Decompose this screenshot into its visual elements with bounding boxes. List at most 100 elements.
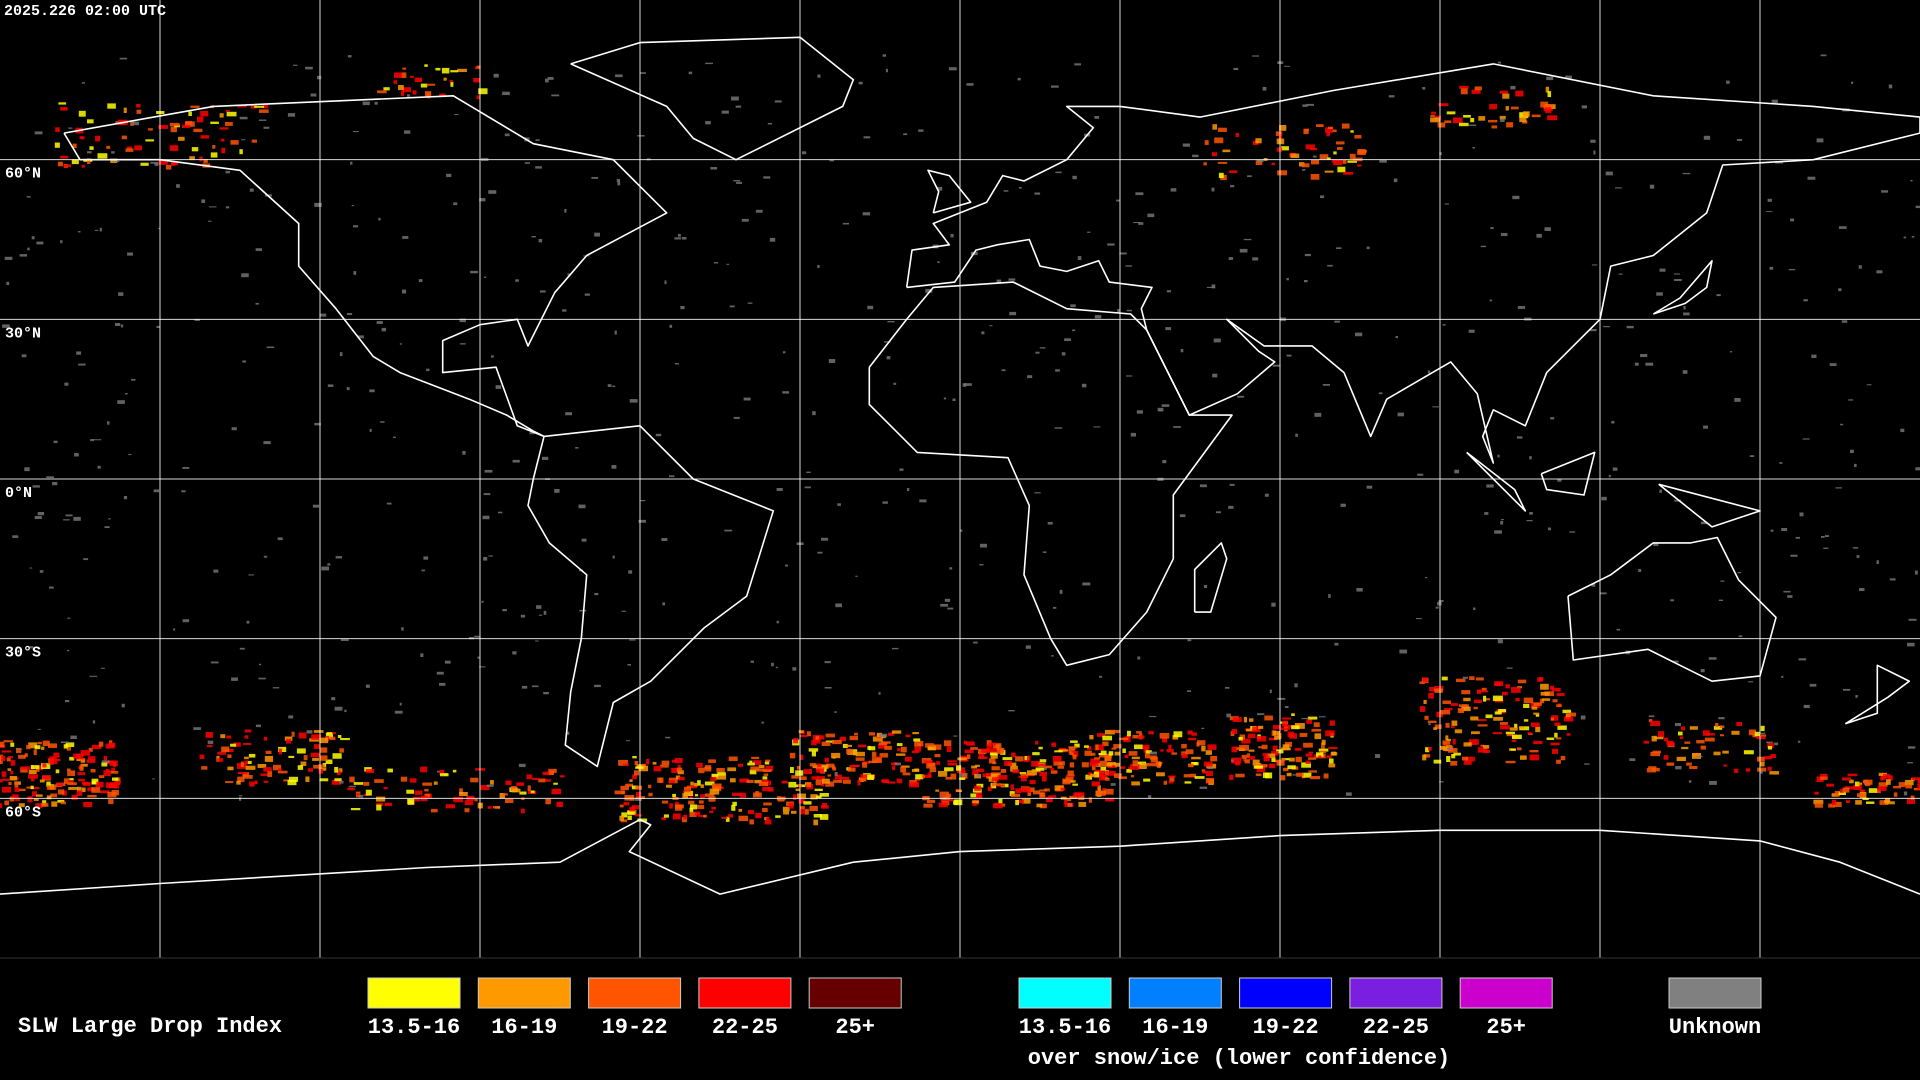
unknown-speck xyxy=(1157,407,1164,412)
unknown-speck xyxy=(520,614,526,618)
cloud-speck xyxy=(855,751,865,757)
cloud-speck xyxy=(264,755,274,762)
unknown-speck xyxy=(1314,412,1322,417)
unknown-speck xyxy=(255,302,259,305)
unknown-speck xyxy=(821,537,829,541)
cloud-speck xyxy=(287,780,297,786)
cloud-speck xyxy=(1471,89,1481,94)
cloud-speck xyxy=(67,770,76,776)
unknown-speck xyxy=(817,265,820,268)
unknown-speck xyxy=(966,83,974,86)
cloud-speck xyxy=(1027,770,1037,776)
cloud-speck xyxy=(716,768,725,773)
cloud-speck xyxy=(499,793,505,799)
unknown-speck xyxy=(193,727,202,730)
cloud-speck xyxy=(1834,801,1842,808)
cloud-speck xyxy=(1684,741,1691,744)
cloud-speck xyxy=(1311,728,1322,732)
cloud-speck xyxy=(804,808,809,815)
cloud-speck xyxy=(1816,776,1824,783)
cloud-speck xyxy=(1099,774,1106,781)
cloud-speck xyxy=(1505,731,1515,735)
cloud-speck xyxy=(41,802,49,807)
cloud-speck xyxy=(976,768,985,773)
cloud-speck xyxy=(990,773,1000,780)
cloud-speck xyxy=(0,741,5,747)
cloud-speck xyxy=(1904,779,1914,786)
unknown-speck xyxy=(16,748,23,750)
cloud-speck xyxy=(788,802,794,809)
cloud-speck xyxy=(1188,737,1197,741)
cloud-speck xyxy=(1443,707,1453,711)
cloud-speck xyxy=(340,738,350,741)
unknown-speck xyxy=(365,684,370,688)
cloud-speck xyxy=(669,803,673,809)
unknown-speck xyxy=(1243,238,1252,241)
cloud-speck xyxy=(1156,772,1165,777)
cloud-speck xyxy=(258,109,269,113)
cloud-speck xyxy=(1105,798,1115,802)
cloud-speck xyxy=(1281,146,1289,151)
cloud-speck xyxy=(755,812,762,819)
cloud-speck xyxy=(1290,153,1300,159)
unknown-speck xyxy=(246,620,250,624)
cloud-speck xyxy=(1552,699,1558,703)
cloud-speck xyxy=(1307,716,1318,720)
cloud-speck xyxy=(765,765,774,770)
unknown-speck xyxy=(812,411,816,416)
unknown-speck xyxy=(1876,270,1883,274)
cloud-speck xyxy=(1480,690,1489,693)
unknown-speck xyxy=(1051,85,1059,88)
unknown-speck xyxy=(919,499,927,503)
cloud-speck xyxy=(1509,727,1518,731)
cloud-speck xyxy=(409,778,417,783)
unknown-speck xyxy=(782,351,786,354)
unknown-speck xyxy=(357,335,364,339)
cloud-speck xyxy=(1241,738,1251,744)
cloud-speck xyxy=(900,766,907,773)
unknown-speck xyxy=(1432,406,1439,408)
unknown-speck xyxy=(612,555,615,559)
cloud-speck xyxy=(1523,697,1534,704)
cloud-speck xyxy=(57,759,61,762)
cloud-speck xyxy=(278,768,282,772)
unknown-speck xyxy=(1126,375,1133,377)
cloud-speck xyxy=(1350,130,1354,133)
cloud-speck xyxy=(632,774,637,780)
unknown-speck xyxy=(1876,560,1879,565)
cloud-speck xyxy=(439,93,446,98)
cloud-speck xyxy=(1855,800,1862,805)
cloud-speck xyxy=(1422,754,1427,761)
cloud-speck xyxy=(758,781,769,787)
unknown-speck xyxy=(1180,348,1184,353)
cloud-speck xyxy=(985,773,991,776)
cloud-speck xyxy=(1026,755,1031,761)
unknown-speck xyxy=(498,511,503,514)
unknown-speck xyxy=(996,279,1002,284)
unknown-speck xyxy=(421,569,425,572)
cloud-speck xyxy=(1428,747,1432,751)
latitude-label: 60°N xyxy=(5,166,41,183)
cloud-speck xyxy=(123,107,127,114)
cloud-speck xyxy=(459,792,468,797)
cloud-speck xyxy=(1510,748,1516,751)
cloud-speck xyxy=(762,807,768,813)
cloud-speck xyxy=(443,77,447,81)
cloud-speck xyxy=(629,779,633,782)
unknown-speck xyxy=(65,514,73,517)
cloud-speck xyxy=(1217,127,1227,132)
cloud-speck xyxy=(296,748,306,754)
cloud-speck xyxy=(810,794,818,800)
cloud-speck xyxy=(1422,677,1428,683)
unknown-speck xyxy=(49,586,54,589)
cloud-speck xyxy=(7,768,12,771)
cloud-speck xyxy=(696,762,703,768)
cloud-speck xyxy=(1150,756,1158,763)
cloud-speck xyxy=(632,756,637,759)
cloud-speck xyxy=(1460,88,1468,95)
unknown-speck xyxy=(1716,294,1721,297)
cloud-speck xyxy=(1652,767,1660,772)
cloud-speck xyxy=(896,753,906,756)
cloud-speck xyxy=(1022,798,1031,804)
